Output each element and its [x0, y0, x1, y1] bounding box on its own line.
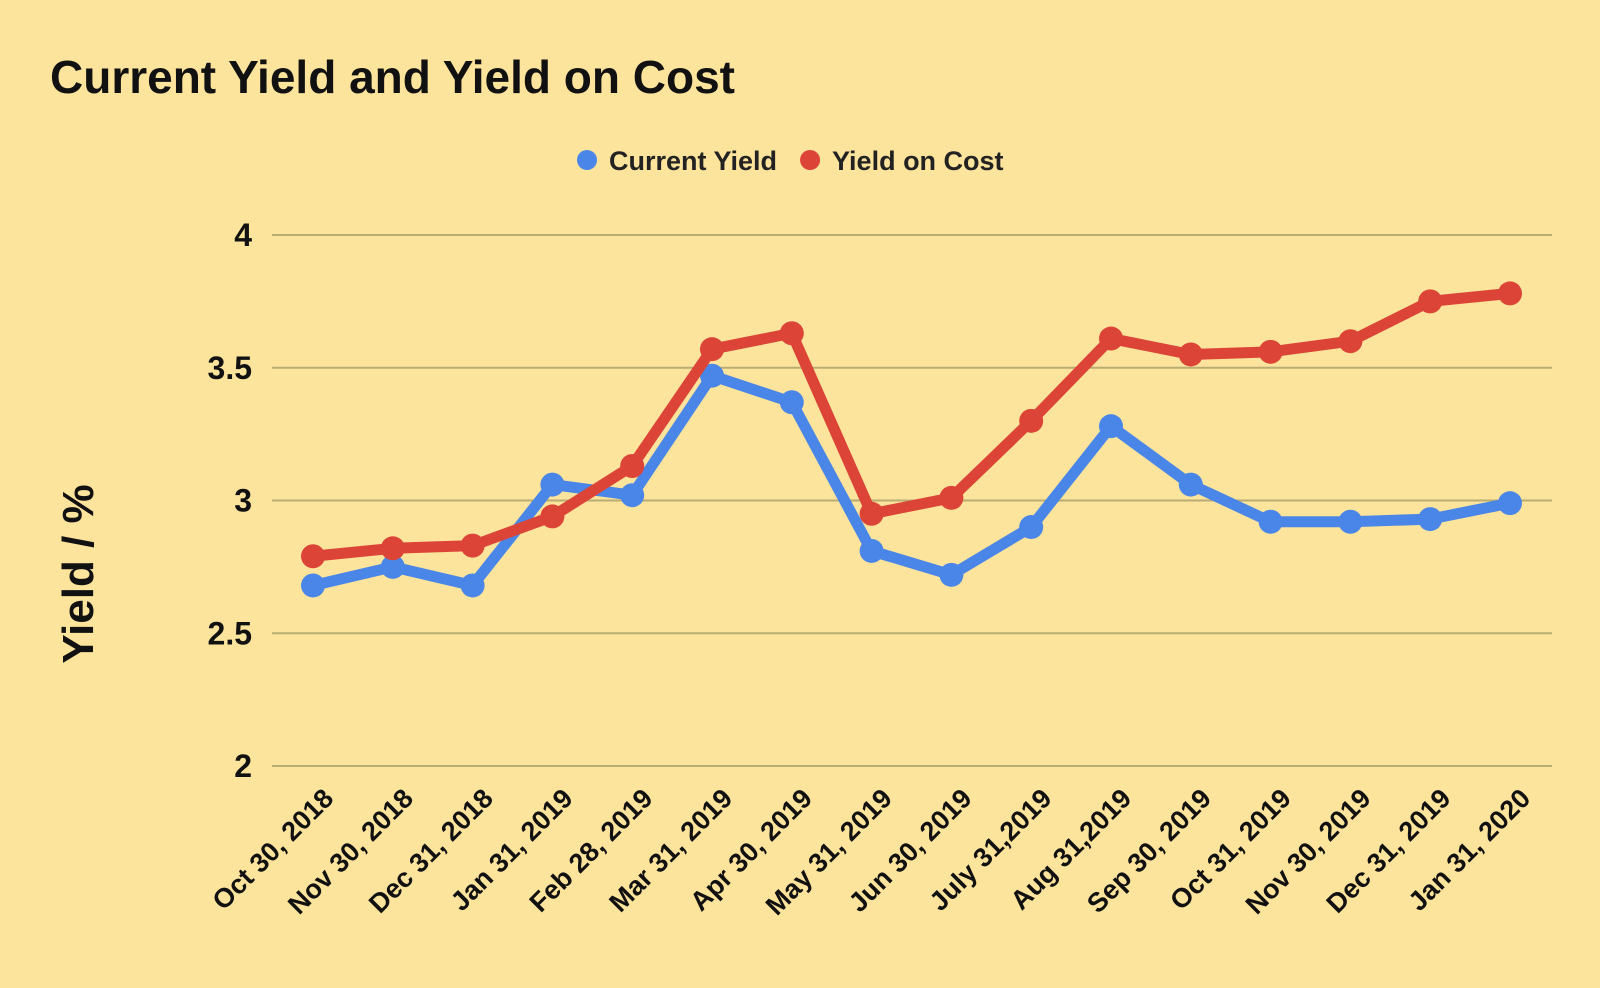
y-axis-label: Yield / % [54, 484, 103, 663]
data-point [779, 390, 804, 415]
data-point [540, 504, 565, 529]
data-point [620, 483, 645, 508]
y-tick-label: 2 [234, 748, 252, 784]
data-point [779, 321, 804, 346]
series-line-0 [307, 370, 1516, 591]
data-point [1099, 414, 1123, 439]
data-point [1258, 509, 1283, 534]
data-point [460, 533, 485, 558]
data-point [1178, 342, 1203, 367]
data-point [1019, 515, 1044, 540]
data-point [1498, 281, 1522, 306]
data-point [380, 554, 405, 579]
y-axis-ticks: 2 2.5 3 3.5 4 [208, 217, 253, 784]
data-point [1418, 507, 1443, 532]
data-point [1338, 509, 1363, 534]
data-point [301, 573, 325, 598]
data-point [380, 536, 405, 561]
data-point [859, 538, 884, 563]
legend-marker [800, 150, 821, 170]
data-point [700, 363, 724, 388]
data-point [700, 337, 724, 362]
data-point [1418, 289, 1443, 314]
data-point [460, 573, 485, 598]
data-point [301, 544, 325, 569]
series-layer [301, 281, 1522, 598]
chart-title: Current Yield and Yield on Cost [50, 51, 735, 103]
y-tick-label: 2.5 [208, 615, 252, 651]
legend-marker [577, 150, 597, 170]
legend-label: Current Yield [609, 146, 777, 176]
data-point [859, 501, 884, 526]
series-line-1 [307, 287, 1516, 562]
data-point [620, 453, 645, 478]
legend: Current Yield Yield on Cost [577, 146, 1004, 176]
y-tick-label: 3 [234, 483, 252, 519]
data-point [939, 562, 964, 587]
data-point [540, 472, 565, 497]
data-point [939, 485, 964, 510]
data-point [1338, 329, 1363, 354]
data-point [1498, 491, 1522, 516]
data-point [1258, 339, 1283, 364]
y-tick-label: 3.5 [208, 350, 252, 386]
data-point [1099, 326, 1123, 351]
data-point [1019, 408, 1044, 433]
data-point [1178, 472, 1203, 497]
y-tick-label: 4 [234, 217, 252, 253]
legend-label: Yield on Cost [832, 146, 1004, 176]
